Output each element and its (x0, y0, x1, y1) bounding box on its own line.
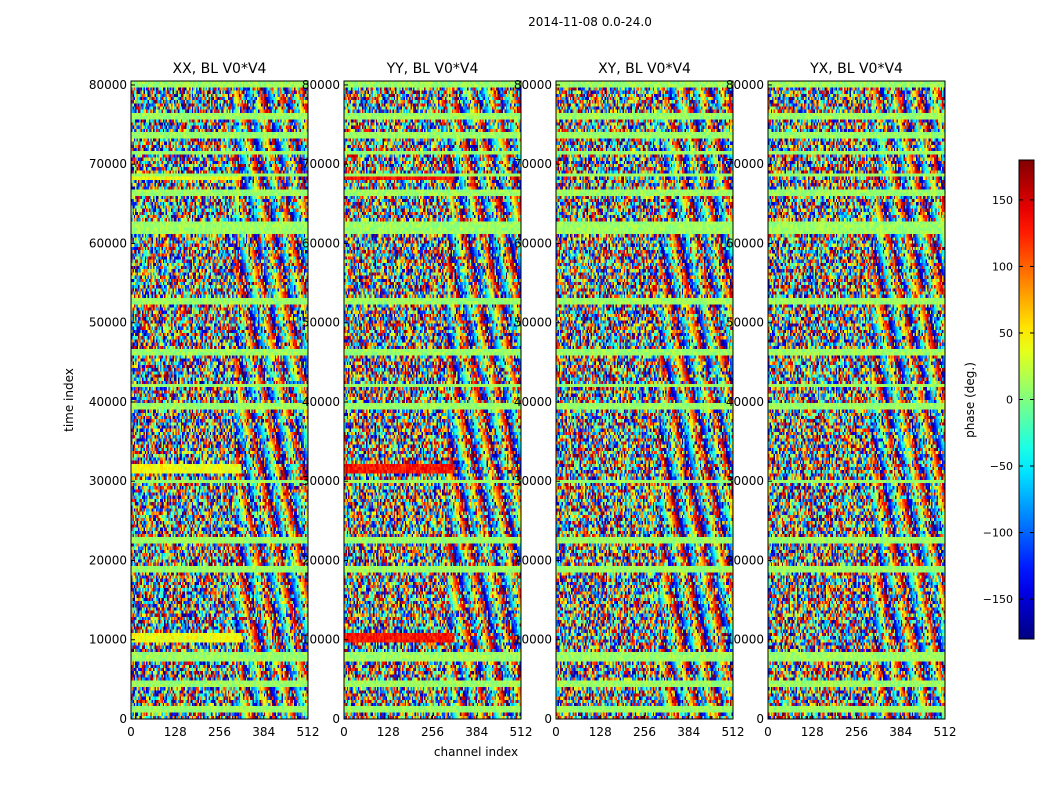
y-tick-label: 20000 (89, 553, 127, 567)
figure-suptitle: 2014-11-08 0.0-24.0 (528, 15, 652, 29)
y-tick-label: 80000 (302, 78, 340, 92)
heatmap-image (344, 81, 521, 719)
x-tick-label: 512 (934, 725, 957, 739)
colorbar: −150 −100 −50 0 50 100 150 (983, 159, 1035, 640)
x-tick-label: 128 (377, 725, 400, 739)
x-tick-label: 128 (801, 725, 824, 739)
heatmap-panel: YY, BL V0*V4 0 128 256 384 512 0 10000 20000 3000… (302, 61, 533, 739)
y-tick-label: 30000 (89, 474, 127, 488)
y-tick-label: 50000 (89, 316, 127, 330)
heatmap-panel: XX, BL V0*V4 0 128 256 384 512 0 10000 20000 3000… (89, 61, 320, 739)
y-tick-label: 40000 (514, 395, 552, 409)
heatmap-panel: XY, BL V0*V4 0 128 256 384 512 0 10000 20000 3000… (514, 61, 745, 739)
y-tick-label: 30000 (726, 474, 764, 488)
x-tick-label: 512 (722, 725, 745, 739)
x-tick-label: 384 (252, 725, 275, 739)
y-tick-label: 10000 (726, 633, 764, 647)
y-tick-label: 70000 (726, 157, 764, 171)
y-tick-label: 50000 (302, 316, 340, 330)
x-tick-label: 128 (589, 725, 612, 739)
y-tick-label: 60000 (89, 236, 127, 250)
y-tick-label: 30000 (302, 474, 340, 488)
y-tick-label: 50000 (726, 316, 764, 330)
x-tick-label: 256 (421, 725, 444, 739)
y-tick-label: 30000 (514, 474, 552, 488)
y-tick-label: 60000 (726, 236, 764, 250)
y-tick-label: 60000 (302, 236, 340, 250)
y-tick-label: 80000 (726, 78, 764, 92)
heatmap-image (556, 81, 733, 719)
y-tick-label: 40000 (302, 395, 340, 409)
colorbar-tick-label: 0 (1006, 394, 1013, 407)
y-tick-label: 0 (332, 712, 340, 726)
x-tick-label: 256 (845, 725, 868, 739)
y-tick-label: 60000 (514, 236, 552, 250)
x-tick-label: 384 (677, 725, 700, 739)
x-tick-label: 256 (208, 725, 231, 739)
colorbar-tick-label: −100 (983, 527, 1013, 540)
y-tick-label: 40000 (89, 395, 127, 409)
y-tick-label: 20000 (726, 553, 764, 567)
heatmap-panel: YX, BL V0*V4 0 128 256 384 512 0 10000 20000 3000… (726, 61, 957, 739)
colorbar-tick-label: 50 (999, 327, 1013, 340)
x-tick-label: 384 (889, 725, 912, 739)
y-tick-label: 20000 (514, 553, 552, 567)
y-tick-label: 0 (544, 712, 552, 726)
y-tick-label: 70000 (514, 157, 552, 171)
x-tick-label: 0 (127, 725, 135, 739)
y-tick-label: 80000 (89, 78, 127, 92)
y-tick-label: 40000 (726, 395, 764, 409)
x-tick-label: 0 (764, 725, 772, 739)
x-tick-label: 256 (633, 725, 656, 739)
x-tick-label: 512 (297, 725, 320, 739)
colorbar-tick-label: 150 (992, 194, 1013, 207)
y-tick-label: 70000 (89, 157, 127, 171)
colorbar-tick-label: −150 (983, 593, 1013, 606)
y-tick-label: 0 (756, 712, 764, 726)
panel-title: YX, BL V0*V4 (809, 61, 903, 77)
y-tick-label: 10000 (514, 633, 552, 647)
heatmap-image (768, 81, 945, 719)
y-tick-label: 80000 (514, 78, 552, 92)
y-axis-label: time index (62, 368, 76, 432)
x-tick-label: 128 (164, 725, 187, 739)
y-tick-label: 10000 (302, 633, 340, 647)
colorbar-tick-label: −50 (990, 460, 1013, 473)
x-tick-label: 0 (552, 725, 560, 739)
x-tick-label: 384 (465, 725, 488, 739)
panel-title: YY, BL V0*V4 (386, 61, 479, 77)
colorbar-tick-label: 100 (992, 260, 1013, 273)
heatmap-panels: XX, BL V0*V4 0 128 256 384 512 0 10000 20000 3000… (89, 61, 957, 739)
x-axis-label: channel index (434, 745, 518, 759)
y-tick-label: 50000 (514, 316, 552, 330)
y-tick-label: 0 (119, 712, 127, 726)
colorbar-label: phase (deg.) (963, 362, 977, 438)
y-tick-label: 20000 (302, 553, 340, 567)
heatmap-image (131, 81, 308, 719)
y-tick-label: 10000 (89, 633, 127, 647)
x-tick-label: 0 (340, 725, 348, 739)
y-tick-label: 70000 (302, 157, 340, 171)
x-tick-label: 512 (510, 725, 533, 739)
panel-title: XY, BL V0*V4 (598, 61, 691, 77)
panel-title: XX, BL V0*V4 (173, 61, 267, 77)
